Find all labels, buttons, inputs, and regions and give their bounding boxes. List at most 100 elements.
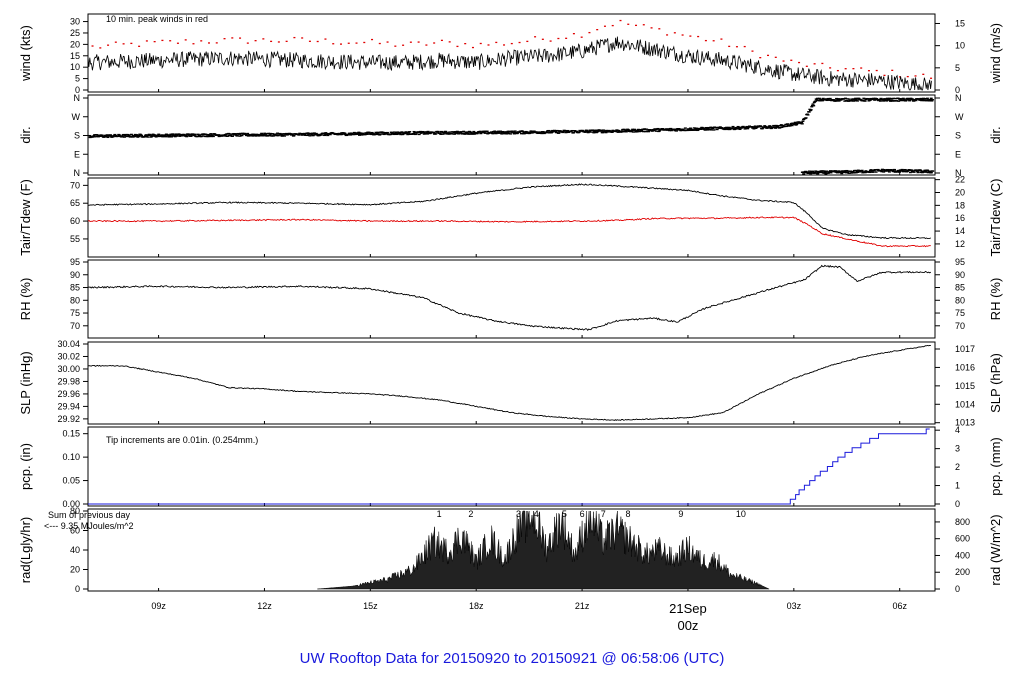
direction-point: [922, 170, 926, 172]
direction-point: [504, 131, 508, 133]
direction-point: [862, 97, 866, 100]
direction-point: [434, 133, 438, 135]
direction-point: [614, 130, 618, 133]
peak-wind-point: [417, 41, 420, 43]
direction-point: [894, 97, 898, 100]
direction-point: [695, 127, 699, 129]
direction-point: [594, 131, 598, 134]
direction-point: [322, 132, 326, 135]
peak-wind-point: [603, 25, 606, 27]
direction-point: [566, 129, 570, 132]
direction-point: [864, 170, 868, 172]
direction-point: [929, 171, 933, 174]
tick-label: 80: [70, 295, 80, 305]
direction-point: [689, 128, 693, 130]
peak-wind-point: [875, 69, 878, 72]
direction-point: [733, 128, 737, 131]
peak-wind-point: [254, 40, 257, 42]
weather-chart: wind (kts) wind (m/s)05101520253005101510…: [18, 13, 1003, 633]
direction-point: [170, 134, 174, 136]
direction-point: [813, 171, 817, 174]
direction-point: [396, 131, 400, 133]
direction-point: [398, 131, 402, 134]
direction-point: [519, 132, 523, 135]
direction-point: [414, 133, 418, 135]
tick-label: W: [72, 112, 81, 122]
direction-point: [184, 134, 188, 137]
direction-point: [549, 130, 553, 132]
direction-point: [825, 99, 829, 102]
direction-point: [493, 130, 497, 132]
hour-marker-label: 8: [625, 509, 630, 519]
tick-label: 29.96: [57, 389, 80, 399]
direction-point: [882, 171, 886, 173]
direction-point: [557, 132, 561, 134]
tick-label: 0: [955, 584, 960, 594]
direction-point: [347, 132, 351, 134]
direction-point: [821, 99, 825, 102]
direction-point: [572, 132, 576, 134]
slp-series-line: [87, 344, 931, 422]
direction-point: [312, 134, 316, 136]
direction-point: [390, 131, 394, 134]
tick-label: 80: [70, 506, 80, 516]
rh-series-line: [87, 264, 932, 332]
peak-wind-point: [471, 46, 474, 49]
y-axis-label-left: dir.: [18, 126, 33, 143]
direction-point: [878, 98, 882, 101]
direction-point: [297, 134, 301, 136]
peak-wind-point: [914, 75, 917, 77]
direction-point: [741, 125, 745, 128]
direction-point: [872, 169, 876, 172]
tick-label: 10: [70, 62, 80, 72]
direction-point: [631, 131, 635, 133]
direction-point: [211, 135, 215, 138]
direction-point: [595, 129, 599, 132]
direction-point: [164, 135, 168, 138]
y-axis-label-right: SLP (hPa): [988, 353, 1003, 413]
direction-point: [652, 129, 656, 132]
tick-label: 75: [70, 308, 80, 318]
peak-wind-point: [316, 40, 319, 43]
peak-wind-point: [774, 56, 777, 58]
direction-point: [265, 133, 269, 135]
direction-point: [413, 131, 417, 134]
direction-point: [810, 106, 814, 108]
peak-wind-point: [285, 40, 288, 43]
y-axis-label-left: SLP (inHg): [18, 351, 33, 414]
direction-point: [869, 169, 873, 171]
direction-point: [102, 136, 106, 138]
direction-point: [915, 169, 919, 171]
peak-wind-point: [891, 69, 894, 71]
direction-point: [593, 131, 597, 133]
peak-wind-point: [627, 23, 630, 25]
peak-wind-point: [805, 65, 808, 67]
direction-point: [875, 97, 879, 100]
direction-point: [605, 129, 609, 132]
direction-point: [587, 130, 591, 133]
radiation-area: [317, 510, 770, 590]
direction-point: [129, 133, 133, 136]
direction-point: [561, 131, 565, 134]
direction-point: [540, 132, 544, 135]
peak-wind-point: [611, 24, 614, 27]
direction-point: [306, 132, 310, 134]
direction-point: [790, 124, 794, 127]
peak-wind-point: [681, 34, 684, 36]
direction-point: [901, 169, 905, 171]
direction-point: [457, 133, 461, 135]
direction-point: [895, 100, 899, 102]
peak-wind-point: [619, 19, 622, 22]
direction-point: [752, 128, 756, 130]
direction-point: [812, 101, 816, 104]
hour-marker-label: 7: [601, 509, 606, 519]
direction-point: [754, 127, 758, 129]
tick-label: 200: [955, 567, 970, 577]
direction-point: [137, 135, 141, 138]
direction-point: [803, 171, 807, 174]
peak-wind-point: [301, 37, 304, 39]
direction-point: [417, 133, 421, 136]
annotation: <--- 9.35 MJoules/m^2: [44, 521, 134, 531]
direction-point: [600, 130, 604, 132]
peak-wind-point: [277, 41, 280, 43]
